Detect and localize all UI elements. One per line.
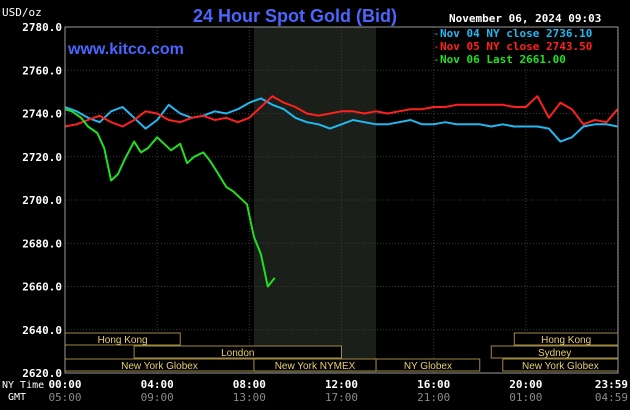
session-band bbox=[375, 358, 481, 372]
y-tick-label: 2740.0 bbox=[22, 108, 62, 121]
session-label: NY Globex bbox=[404, 361, 452, 372]
x-tick-gmt-label: 13:00 bbox=[233, 391, 266, 404]
y-tick-label: 2760.0 bbox=[22, 64, 62, 77]
series-line-nov04 bbox=[64, 97, 618, 143]
series-line-nov06 bbox=[64, 108, 276, 288]
nymex-session-highlight bbox=[253, 27, 377, 373]
plot-border bbox=[64, 26, 619, 374]
legend-item-nov06: Nov 06 Last 2661.00 bbox=[440, 53, 566, 66]
legend-item-nov04: Nov 04 NY close 2736.10 bbox=[440, 27, 592, 40]
legend: Nov 04 NY close 2736.10 Nov 05 NY close … bbox=[433, 27, 592, 66]
x-tick-label: 16:00 bbox=[417, 378, 450, 391]
legend-dash: - bbox=[433, 40, 440, 53]
x-tick-label: 23:59 bbox=[595, 378, 628, 391]
y-tick-label: 2720.0 bbox=[22, 151, 62, 164]
chart-title: 24 Hour Spot Gold (Bid) bbox=[193, 6, 397, 26]
y-tick-label: 2620.0 bbox=[22, 367, 62, 380]
session-label: New York Globex bbox=[522, 361, 599, 372]
legend-item-nov05: Nov 05 NY close 2743.50 bbox=[440, 40, 592, 53]
price-series bbox=[64, 95, 619, 288]
x-tick-label: 08:00 bbox=[233, 378, 266, 391]
series-line-nov05 bbox=[64, 95, 619, 128]
timestamp: November 06, 2024 09:03 bbox=[449, 12, 601, 25]
x-tick-label: 20:00 bbox=[509, 378, 542, 391]
x-tick-label: 12:00 bbox=[325, 378, 358, 391]
y-tick-label: 2680.0 bbox=[22, 237, 62, 250]
x-tick-gmt-label: 17:00 bbox=[325, 391, 358, 404]
session-band bbox=[133, 345, 342, 359]
y-tick-label: 2700.0 bbox=[22, 194, 62, 207]
y-tick-label: 2780.0 bbox=[22, 21, 62, 34]
y-tick-label: 2660.0 bbox=[22, 281, 62, 294]
y-axis-labels: 2780.0 2760.0 2740.0 2720.0 2700.0 2680.0 2660… bbox=[22, 21, 62, 380]
session-label: New York NYMEX bbox=[275, 361, 356, 372]
y-tick-label: 2640.0 bbox=[22, 324, 62, 337]
market-session-bands: Hong Kong Hong Kong London Sydney New York G… bbox=[64, 332, 619, 372]
x-tick-gmt-label: 01:00 bbox=[509, 391, 542, 404]
unit-label: USD/oz bbox=[2, 6, 42, 19]
session-label: Hong Kong bbox=[98, 335, 148, 346]
x-tick-gmt-label: 09:00 bbox=[141, 391, 174, 404]
ny-time-label: NY Time bbox=[2, 380, 44, 391]
x-tick-gmt-label: 04:59 bbox=[595, 391, 628, 404]
legend-dash: - bbox=[433, 53, 440, 66]
session-label: Sydney bbox=[538, 348, 571, 359]
x-tick-gmt-label: 21:00 bbox=[417, 391, 450, 404]
legend-dash: - bbox=[433, 27, 440, 40]
x-tick-gmt-label: 05:00 bbox=[48, 391, 81, 404]
site-watermark: www.kitco.com bbox=[67, 41, 184, 58]
gmt-label: GMT bbox=[8, 392, 26, 403]
x-tick-label: 04:00 bbox=[141, 378, 174, 391]
session-label: New York Globex bbox=[121, 361, 198, 372]
session-label: London bbox=[221, 348, 254, 359]
x-tick-label: 00:00 bbox=[48, 378, 81, 391]
session-label: Hong Kong bbox=[541, 335, 591, 346]
